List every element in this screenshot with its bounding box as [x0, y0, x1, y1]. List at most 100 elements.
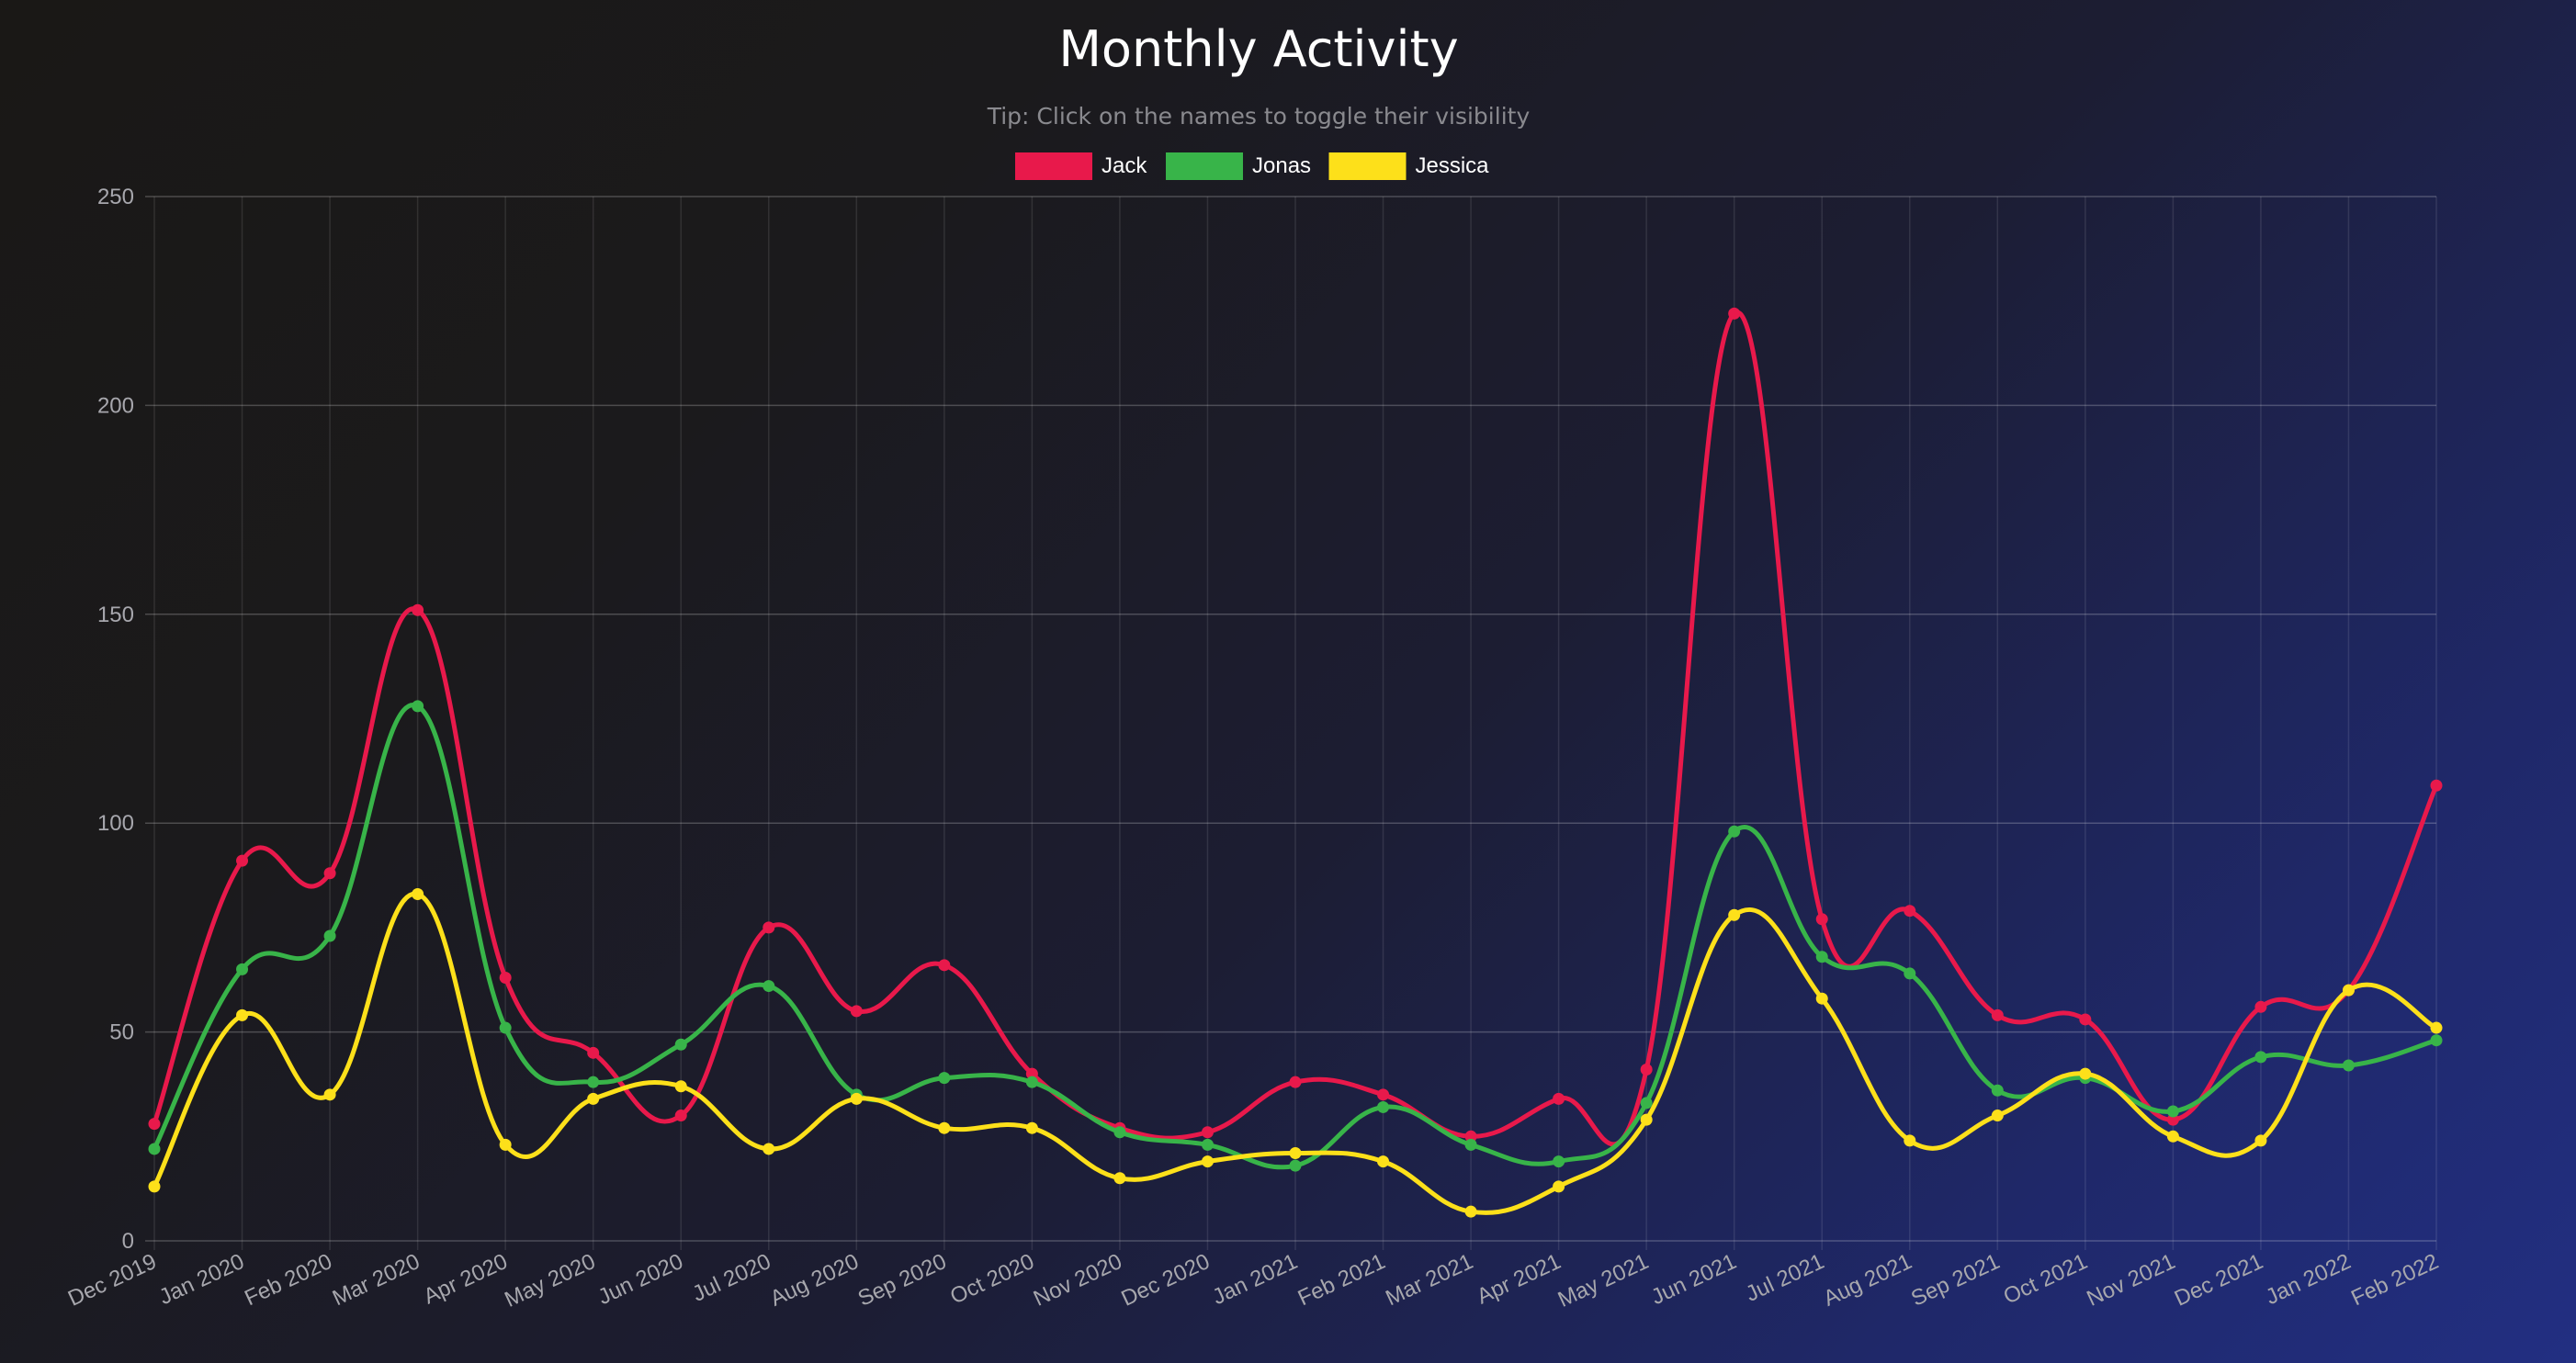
data-point-jack[interactable] [850, 1005, 863, 1018]
data-point-jack[interactable] [1640, 1064, 1653, 1076]
legend-item-jessica[interactable]: Jessica [1328, 152, 1490, 180]
data-point-jack[interactable] [587, 1046, 600, 1059]
data-point-jack[interactable] [148, 1118, 161, 1131]
series-line-jonas [152, 703, 2439, 1170]
data-point-jonas[interactable] [763, 980, 775, 993]
data-point-jonas[interactable] [1991, 1084, 2004, 1097]
data-point-jonas[interactable] [2430, 1034, 2443, 1047]
legend-label[interactable]: Jonas [1252, 153, 1311, 178]
data-point-jessica[interactable] [850, 1092, 863, 1105]
data-point-jessica[interactable] [499, 1138, 512, 1151]
data-point-jessica[interactable] [674, 1080, 687, 1093]
legend-label[interactable]: Jack [1102, 153, 1147, 178]
legend-swatch[interactable] [1015, 152, 1092, 180]
data-point-jack[interactable] [2254, 1000, 2267, 1013]
data-point-jessica[interactable] [1728, 908, 1741, 921]
data-point-jack[interactable] [1553, 1092, 1565, 1105]
data-point-jonas[interactable] [938, 1072, 951, 1085]
data-point-jessica[interactable] [2166, 1130, 2179, 1143]
chart-subtitle: Tip: Click on the names to toggle their … [987, 103, 1531, 130]
data-point-jonas[interactable] [1025, 1076, 1038, 1088]
data-point-jessica[interactable] [1289, 1146, 1302, 1159]
data-point-jessica[interactable] [938, 1121, 951, 1134]
data-point-jessica[interactable] [412, 888, 424, 901]
data-point-jack[interactable] [499, 971, 512, 984]
data-point-jessica[interactable] [1904, 1134, 1916, 1147]
data-point-jonas[interactable] [1289, 1159, 1302, 1172]
data-point-jack[interactable] [1289, 1076, 1302, 1088]
x-tick-label: Dec 2019 [64, 1249, 161, 1312]
data-point-jonas[interactable] [1201, 1138, 1214, 1151]
data-point-jessica[interactable] [1815, 992, 1828, 1005]
data-point-jessica[interactable] [323, 1088, 336, 1101]
data-point-jonas[interactable] [1904, 967, 1916, 980]
data-point-jonas[interactable] [1815, 951, 1828, 963]
legend[interactable]: Jack Jonas Jessica [1015, 152, 1489, 180]
data-point-jonas[interactable] [674, 1038, 687, 1051]
data-point-jonas[interactable] [1377, 1100, 1390, 1113]
data-point-jack[interactable] [763, 921, 775, 934]
y-tick-label: 100 [97, 811, 134, 836]
x-tick-label: Oct 2021 [2000, 1249, 2092, 1310]
data-point-jack[interactable] [1728, 307, 1741, 320]
legend-item-jonas[interactable]: Jonas [1166, 152, 1311, 180]
data-point-jonas[interactable] [236, 963, 249, 975]
data-point-jonas[interactable] [1464, 1138, 1477, 1151]
data-point-jonas[interactable] [148, 1143, 161, 1155]
data-point-jessica[interactable] [236, 1008, 249, 1021]
data-point-jessica[interactable] [148, 1180, 161, 1193]
data-point-jonas[interactable] [2166, 1105, 2179, 1118]
legend-swatch[interactable] [1166, 152, 1243, 180]
data-point-jonas[interactable] [2254, 1051, 2267, 1064]
data-point-jack[interactable] [674, 1110, 687, 1122]
legend-label[interactable]: Jessica [1416, 153, 1490, 178]
x-tick-label: Oct 2020 [946, 1249, 1038, 1310]
data-point-jessica[interactable] [1553, 1180, 1565, 1193]
y-tick-label: 200 [97, 393, 134, 418]
data-point-jessica[interactable] [1377, 1155, 1390, 1168]
data-point-jack[interactable] [1904, 905, 1916, 918]
data-point-jonas[interactable] [1113, 1126, 1126, 1139]
data-point-jessica[interactable] [1640, 1113, 1653, 1126]
data-point-jack[interactable] [2430, 779, 2443, 792]
data-point-jonas[interactable] [1553, 1155, 1565, 1168]
data-point-jessica[interactable] [1464, 1205, 1477, 1218]
data-point-jessica[interactable] [2254, 1134, 2267, 1147]
data-point-jessica[interactable] [1113, 1172, 1126, 1185]
data-point-jonas[interactable] [587, 1076, 600, 1088]
data-point-jack[interactable] [1991, 1008, 2004, 1021]
data-point-jack[interactable] [938, 959, 951, 972]
x-tick-label: Nov 2020 [1030, 1249, 1126, 1312]
data-point-jack[interactable] [2166, 1113, 2179, 1126]
data-point-jonas[interactable] [1728, 825, 1741, 838]
data-point-jack[interactable] [1815, 913, 1828, 926]
x-tick-label: Mar 2021 [1382, 1249, 1476, 1311]
data-point-jack[interactable] [1201, 1126, 1214, 1139]
data-point-jack[interactable] [412, 603, 424, 616]
data-point-jonas[interactable] [412, 700, 424, 713]
data-point-jessica[interactable] [2079, 1067, 2092, 1080]
data-point-jessica[interactable] [587, 1092, 600, 1105]
data-point-jonas[interactable] [1640, 1097, 1653, 1110]
x-tick-label: Jun 2021 [1647, 1249, 1740, 1310]
legend-item-jack[interactable]: Jack [1015, 152, 1147, 180]
legend-swatch[interactable] [1328, 152, 1407, 180]
data-point-jack[interactable] [1464, 1130, 1477, 1143]
data-point-jessica[interactable] [2430, 1021, 2443, 1034]
data-point-jack[interactable] [2079, 1013, 2092, 1026]
data-point-jack[interactable] [236, 854, 249, 867]
data-point-jonas[interactable] [499, 1021, 512, 1034]
data-point-jessica[interactable] [1991, 1110, 2004, 1122]
data-point-jack[interactable] [323, 867, 336, 880]
data-point-jack[interactable] [1377, 1088, 1390, 1101]
x-tick-label: Feb 2020 [241, 1249, 335, 1311]
data-point-jessica[interactable] [763, 1143, 775, 1155]
data-point-jack[interactable] [1025, 1067, 1038, 1080]
data-point-jessica[interactable] [1201, 1155, 1214, 1168]
data-point-jessica[interactable] [1025, 1121, 1038, 1134]
data-point-jonas[interactable] [2342, 1059, 2355, 1072]
data-point-jessica[interactable] [2342, 984, 2355, 997]
data-point-jonas[interactable] [323, 929, 336, 942]
